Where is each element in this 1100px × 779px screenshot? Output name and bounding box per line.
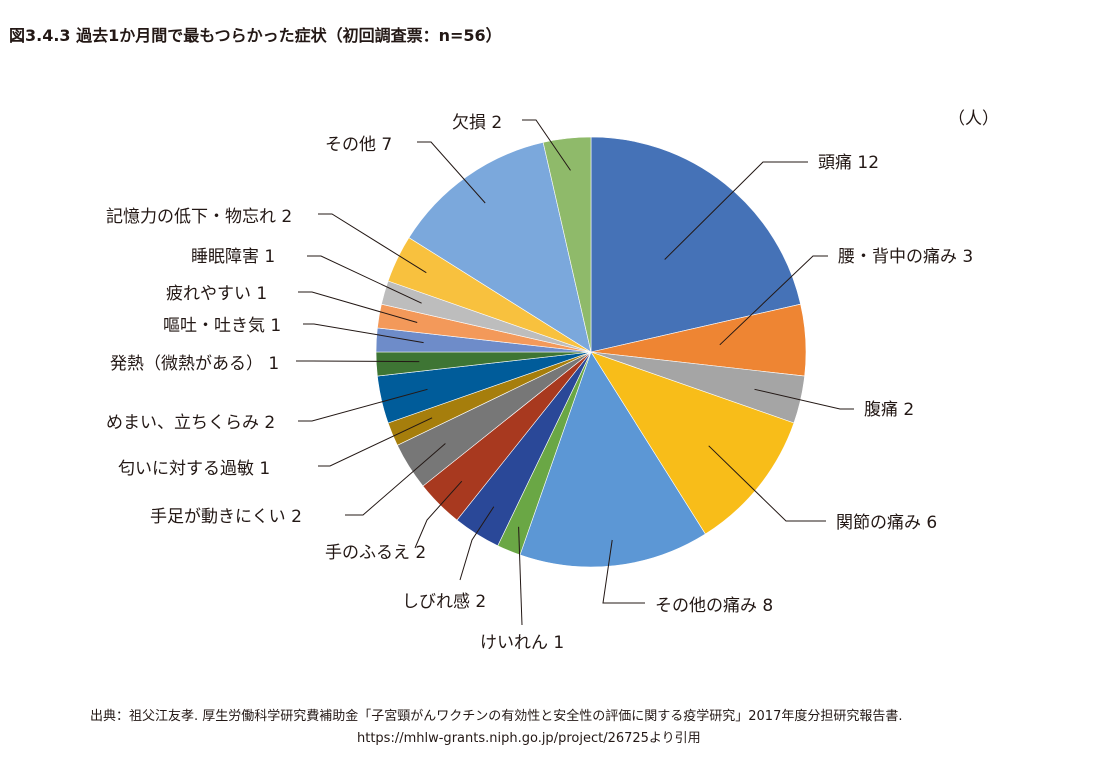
- leader-line: [345, 443, 446, 516]
- pie-slice: [590, 136, 801, 353]
- source-url: https://mhlw-grants.niph.go.jp/project/2…: [357, 731, 701, 746]
- leader-line: [414, 480, 463, 549]
- leader-line: [708, 445, 826, 522]
- slice-label: しびれ感 2: [402, 592, 486, 612]
- slice-label: 匂いに対する過敏 1: [118, 459, 270, 479]
- pie-slice: [542, 136, 592, 353]
- slice-label: 手のふるえ 2: [325, 543, 426, 563]
- slice-label: 腰・背中の痛み 3: [838, 247, 973, 267]
- pie-slice: [519, 351, 706, 568]
- leader-line: [719, 255, 828, 346]
- slice-label: 発熱（微熱がある） 1: [110, 354, 279, 374]
- leader-line: [602, 539, 645, 604]
- slice-label: 手足が動きにくい 2: [150, 507, 302, 527]
- slice-label: けいれん 1: [480, 633, 564, 653]
- leader-line: [298, 388, 428, 422]
- slice-label: 嘔吐・吐き気 1: [163, 316, 281, 336]
- leader-line: [303, 323, 424, 344]
- leader-line: [298, 291, 418, 323]
- leader-line: [417, 141, 486, 204]
- leader-line: [518, 526, 523, 626]
- leader-line: [307, 255, 422, 304]
- slice-label: 欠損 2: [452, 113, 502, 133]
- slice-label: その他の痛み 8: [655, 596, 773, 616]
- unit-label: （人）: [948, 109, 999, 129]
- slice-label: 腹痛 2: [864, 400, 914, 420]
- leader-line: [754, 388, 854, 410]
- leader-line: [459, 506, 495, 581]
- slice-label: 頭痛 12: [818, 153, 879, 173]
- chart-title: 図3.4.3 過去1か月間で最もつらかった症状（初回調査票：n=56）: [9, 26, 502, 45]
- slice-label: 睡眠障害 1: [191, 247, 275, 267]
- pie-slice: [590, 351, 795, 535]
- leader-line: [664, 161, 808, 260]
- leader-line: [318, 213, 427, 274]
- leader-line: [296, 360, 420, 363]
- source-citation: 出典：祖父江友孝. 厚生労働科学研究費補助金「子宮頸がんワクチンの有効性と安全性…: [90, 709, 903, 724]
- slice-label: 疲れやすい 1: [166, 284, 267, 304]
- pie-slice: [408, 142, 592, 353]
- slice-label: 関節の痛み 6: [836, 513, 937, 533]
- slice-label: 記憶力の低下・物忘れ 2: [106, 207, 292, 227]
- leader-line: [318, 417, 433, 467]
- slice-label: その他 7: [325, 135, 392, 155]
- leader-line: [522, 119, 571, 171]
- slice-label: めまい、立ちくらみ 2: [106, 413, 275, 433]
